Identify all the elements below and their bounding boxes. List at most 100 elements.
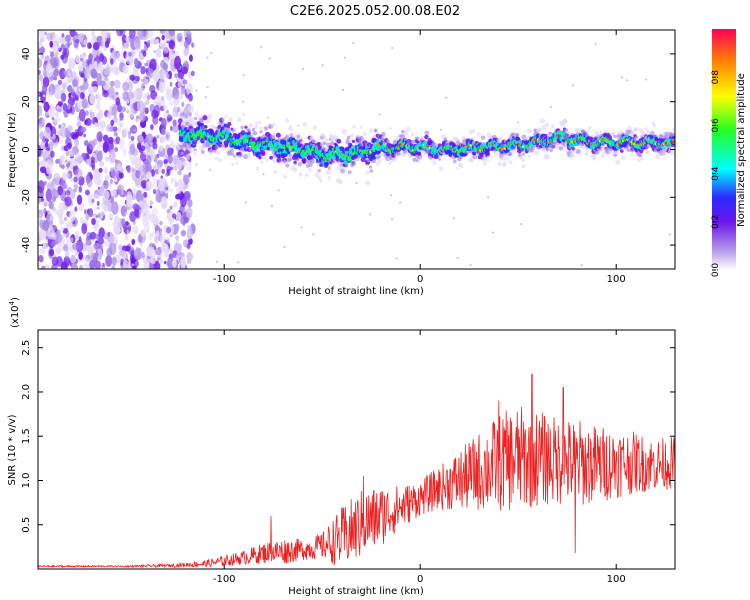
ridge-cell <box>207 144 211 148</box>
ridge-cell <box>327 176 332 180</box>
ridge-cell <box>275 132 281 138</box>
noise-cell <box>78 251 84 260</box>
ridge-cell <box>216 150 221 155</box>
noise-cell <box>159 30 166 35</box>
noise-cell <box>80 126 87 133</box>
noise-cell <box>44 126 51 140</box>
noise-cell <box>143 202 150 214</box>
noise-cell <box>122 223 128 231</box>
noise-cell <box>150 124 154 131</box>
noise-cell <box>121 34 128 43</box>
noise-cell <box>125 36 129 42</box>
noise-cell <box>110 58 114 65</box>
noise-cell <box>169 188 173 193</box>
noise-cell <box>52 34 60 46</box>
noise-cell <box>49 249 54 257</box>
noise-cell <box>147 68 155 78</box>
noise-cell <box>116 30 124 37</box>
ridge-cell <box>452 159 457 164</box>
noise-cell <box>79 85 85 91</box>
noise-speck <box>341 88 345 92</box>
noise-cell <box>166 226 172 234</box>
noise-cell <box>43 101 50 113</box>
noise-speck <box>343 56 347 59</box>
noise-cell <box>94 122 98 127</box>
ridge-cell <box>244 125 248 129</box>
noise-cell <box>75 54 80 64</box>
noise-cell <box>58 219 65 226</box>
noise-cell <box>143 191 148 198</box>
ridge-cell <box>319 179 323 184</box>
noise-cell <box>134 57 139 66</box>
noise-cell <box>91 86 98 93</box>
ridge-cell <box>194 111 199 117</box>
noise-cell <box>60 43 65 50</box>
noise-speck <box>301 67 305 71</box>
noise-cell <box>62 47 70 58</box>
noise-speck <box>206 56 209 59</box>
noise-cell <box>173 178 177 182</box>
ridge-cell <box>456 166 460 170</box>
noise-cell <box>39 160 47 167</box>
noise-cell <box>65 34 71 43</box>
noise-cell <box>43 116 47 122</box>
noise-cell <box>159 220 163 226</box>
noise-cell <box>53 68 60 77</box>
noise-speck <box>242 100 245 103</box>
noise-cell <box>88 140 95 151</box>
ridge-cell <box>189 118 194 123</box>
ridge-cell <box>204 125 208 129</box>
ridge-cell <box>231 162 235 167</box>
noise-cell <box>67 173 71 178</box>
noise-cell <box>152 142 158 150</box>
noise-speck <box>215 260 219 264</box>
noise-cell <box>85 158 91 165</box>
noise-cell <box>64 159 68 163</box>
noise-cell <box>85 241 89 246</box>
ridge-cell <box>548 131 553 136</box>
noise-cell <box>163 260 167 265</box>
noise-speck <box>389 194 393 197</box>
ridge-cell <box>424 130 430 136</box>
noise-cell <box>47 181 56 190</box>
ridge-cell <box>341 129 347 135</box>
noise-cell <box>75 168 83 180</box>
noise-cell <box>132 225 139 235</box>
noise-cell <box>96 131 103 142</box>
noise-cell <box>104 166 108 175</box>
ridge-cell <box>592 156 597 161</box>
ridge-cell <box>284 118 290 123</box>
noise-cell <box>130 257 137 265</box>
ridge-cell <box>257 120 262 125</box>
noise-cell <box>169 205 173 210</box>
noise-cell <box>186 82 193 96</box>
noise-cell <box>72 165 77 171</box>
noise-cell <box>138 208 146 219</box>
noise-cell <box>119 112 124 121</box>
noise-cell <box>84 189 90 196</box>
noise-cell <box>38 46 46 55</box>
noise-speck <box>445 96 448 100</box>
ridge-cell <box>193 148 197 152</box>
noise-cell <box>64 190 71 196</box>
ridge-cell <box>297 124 301 128</box>
noise-cell <box>147 30 154 39</box>
noise-cell <box>61 33 65 38</box>
noise-cell <box>175 193 181 200</box>
noise-cell <box>46 32 53 41</box>
noise-cell <box>166 89 174 101</box>
noise-cell <box>78 186 82 193</box>
ridge-cell <box>336 138 342 144</box>
noise-cell <box>111 49 117 57</box>
ridge-cell <box>599 130 603 134</box>
noise-cell <box>140 66 146 75</box>
ridge-cell <box>412 157 417 162</box>
noise-cell <box>180 86 186 95</box>
noise-cell <box>77 99 82 110</box>
noise-cell <box>167 256 175 269</box>
ridge-cell <box>265 151 269 155</box>
noise-cell <box>169 248 173 253</box>
noise-cell <box>155 38 160 45</box>
noise-cell <box>162 62 169 71</box>
noise-cell <box>166 109 169 114</box>
